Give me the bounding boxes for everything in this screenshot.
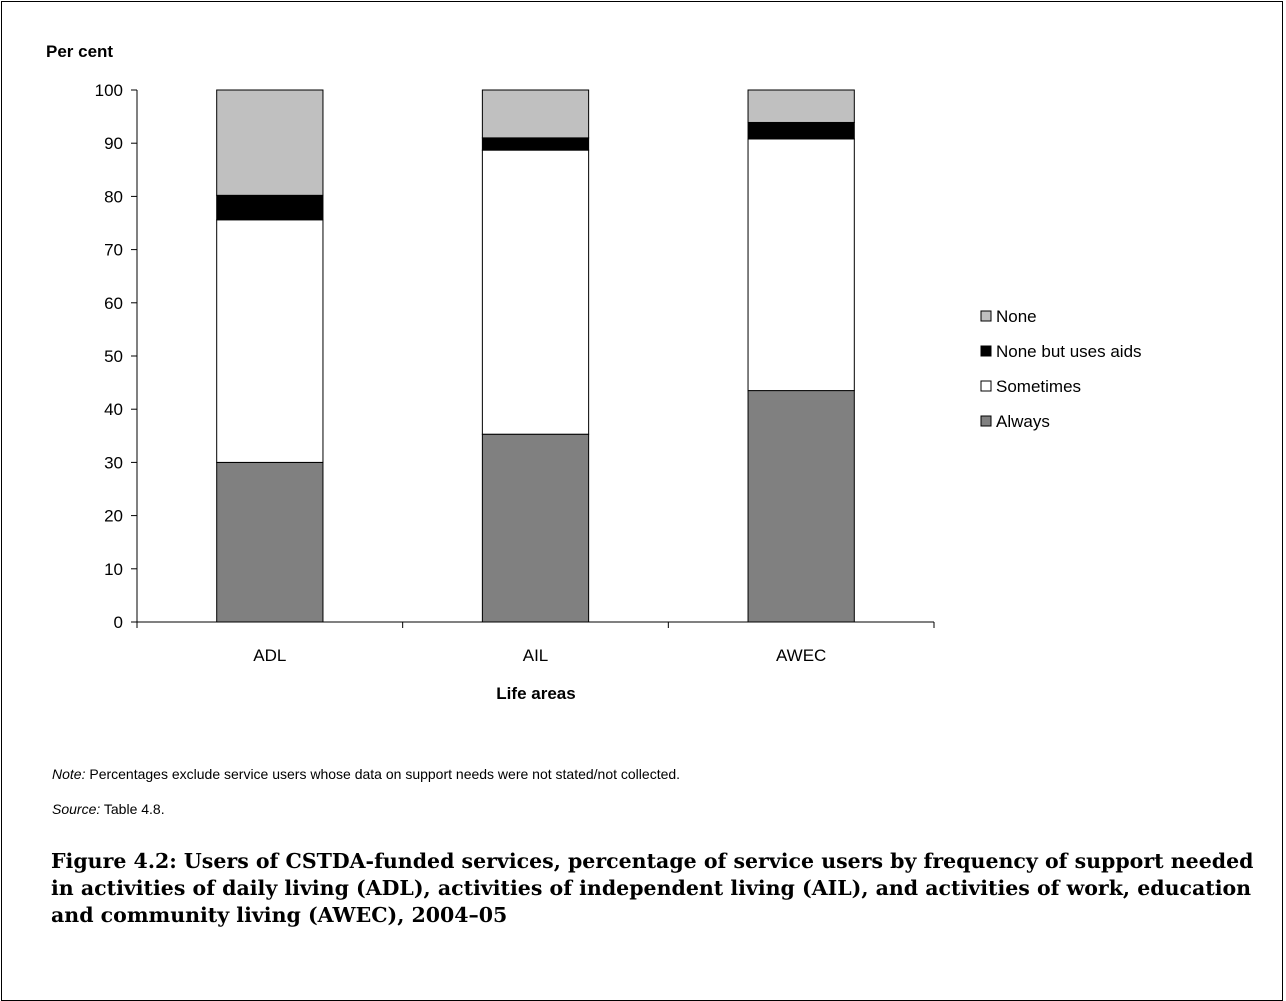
bar-none-but-uses-aids [216,194,324,221]
chart-source: Source: Table 4.8. [52,801,165,817]
y-tick-label: 20 [104,507,123,526]
bar-none-but-uses-aids [747,121,855,140]
figure-caption: Figure 4.2: Users of CSTDA-funded servic… [51,849,1254,927]
bar-sometimes [747,138,855,392]
note-text: Percentages exclude service users whose … [85,766,681,782]
legend: None None but uses aids Sometimes Always [980,307,1142,431]
x-axis: ADL AIL AWEC [136,621,935,665]
legend-swatch [980,380,992,392]
bar-always [481,433,590,623]
legend-swatch [980,345,992,357]
stacked-bar-chart: Per cent 0 10 20 30 40 50 60 70 80 90 100 ADL AIL AW… [46,42,1142,703]
legend-label: None [996,307,1037,326]
source-text: Table 4.8. [100,801,165,817]
y-axis: 0 10 20 30 40 50 60 70 80 90 100 [95,81,138,632]
y-tick-label: 0 [114,613,123,632]
y-tick-label: 70 [104,241,123,260]
legend-swatch [980,310,992,322]
x-tick-label: AWEC [776,646,826,665]
y-tick-label: 100 [95,81,123,100]
y-tick-label: 30 [104,453,123,472]
bar-none [481,89,590,139]
legend-label: Sometimes [996,377,1081,396]
y-tick-label: 40 [104,400,123,419]
bar-none [747,89,855,123]
bar-sometimes [481,149,590,435]
y-tick-label: 50 [104,347,123,366]
y-tick-label: 10 [104,560,123,579]
y-tick-label: 90 [104,134,123,153]
bar-always [216,461,324,623]
x-axis-title: Life areas [496,684,575,703]
bar-none-but-uses-aids [481,137,590,151]
bar-sometimes [216,219,324,463]
legend-swatch [980,415,992,427]
bar-always [747,390,855,623]
note-label: Note: [52,766,86,782]
bars [216,89,855,623]
y-tick-label: 60 [104,294,123,313]
legend-label: None but uses aids [996,342,1142,361]
legend-label: Always [996,412,1050,431]
x-tick-label: ADL [253,646,286,665]
y-axis-title: Per cent [46,42,113,61]
source-label: Source: [52,801,101,817]
y-tick-label: 80 [104,187,123,206]
x-tick-label: AIL [523,646,549,665]
chart-note: Note: Percentages exclude service users … [52,766,680,782]
bar-none [216,89,324,196]
